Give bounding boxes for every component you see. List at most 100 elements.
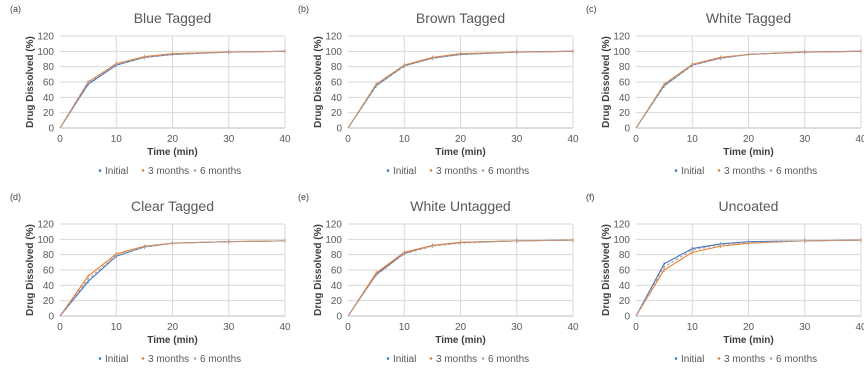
legend-marker <box>481 357 485 360</box>
chart-title: White Untagged <box>410 198 510 214</box>
y-tick-label: 20 <box>331 108 343 119</box>
x-tick-label: 30 <box>223 134 235 145</box>
x-tick-label: 10 <box>399 322 411 333</box>
legend-marker <box>674 169 678 172</box>
x-axis-title: Time (min) <box>147 335 197 346</box>
x-tick-label: 30 <box>511 134 523 145</box>
x-tick-label: 40 <box>855 322 864 333</box>
chart-title: White Tagged <box>706 10 791 26</box>
chart-title: Blue Tagged <box>134 10 212 26</box>
y-tick-label: 100 <box>37 47 54 58</box>
legend-marker <box>141 169 145 172</box>
legend-entry: 3 months <box>148 354 189 365</box>
legend-marker <box>674 357 678 360</box>
legend-entry: 6 months <box>488 166 529 177</box>
y-tick-label: 0 <box>624 312 630 323</box>
legend-marker <box>717 357 721 360</box>
y-tick-label: 120 <box>37 220 54 231</box>
legend-entry: 3 months <box>148 166 189 177</box>
x-tick-label: 10 <box>111 134 123 145</box>
panel-label: (e) <box>298 192 309 202</box>
x-tick-label: 40 <box>279 134 291 145</box>
y-axis-title: Drug Dissolved (%) <box>25 36 36 128</box>
legend-marker <box>717 169 721 172</box>
panel-label: (f) <box>586 192 595 202</box>
x-axis-title: Time (min) <box>147 147 197 158</box>
y-axis-title: Drug Dissolved (%) <box>25 224 36 316</box>
x-tick-label: 0 <box>633 134 639 145</box>
y-tick-label: 80 <box>619 62 631 73</box>
x-tick-label: 10 <box>111 322 123 333</box>
x-tick-label: 0 <box>57 322 63 333</box>
legend-entry: 6 months <box>776 166 817 177</box>
x-tick-label: 10 <box>687 134 699 145</box>
legend-marker <box>386 357 390 360</box>
y-axis-title: Drug Dissolved (%) <box>601 36 612 128</box>
legend-entry: Initial <box>105 354 128 365</box>
chart-panel-1: (a) Blue Tagged 0 20 40 60 80 100 120 0 10 20 30 40 Ti… <box>10 4 291 177</box>
y-tick-label: 60 <box>43 78 55 89</box>
x-tick-label: 20 <box>743 322 755 333</box>
y-tick-label: 20 <box>619 108 631 119</box>
y-axis-title: Drug Dissolved (%) <box>313 36 324 128</box>
chart-title: Uncoated <box>719 198 779 214</box>
legend-entry: 6 months <box>488 354 529 365</box>
legend-entry: Initial <box>681 354 704 365</box>
x-tick-label: 20 <box>167 134 179 145</box>
x-tick-label: 10 <box>399 134 411 145</box>
y-tick-label: 40 <box>331 281 343 292</box>
x-axis-title: Time (min) <box>723 147 773 158</box>
legend-marker <box>429 169 433 172</box>
legend-entry: 3 months <box>724 166 765 177</box>
x-tick-label: 20 <box>455 134 467 145</box>
legend-marker <box>98 357 102 360</box>
x-tick-label: 30 <box>799 134 811 145</box>
x-tick-label: 20 <box>455 322 467 333</box>
legend-marker <box>481 169 485 172</box>
legend-entry: 3 months <box>436 166 477 177</box>
y-tick-label: 40 <box>619 281 631 292</box>
legend-marker <box>769 357 773 360</box>
y-tick-label: 80 <box>331 62 343 73</box>
y-tick-label: 20 <box>43 108 55 119</box>
chart-panel-3: (c) White Tagged 0 20 40 60 80 100 120 0 10 20 30 40 T… <box>586 4 864 177</box>
legend-marker <box>429 357 433 360</box>
y-tick-label: 0 <box>336 312 342 323</box>
x-tick-label: 0 <box>57 134 63 145</box>
y-tick-label: 0 <box>624 124 630 135</box>
panel-label: (a) <box>10 4 21 14</box>
y-tick-label: 120 <box>37 32 54 43</box>
y-tick-label: 20 <box>619 296 631 307</box>
chart-panel-6: (f) Uncoated 0 20 40 60 80 100 120 0 10 20 30 40 Time … <box>586 192 864 365</box>
legend-marker <box>98 169 102 172</box>
y-tick-label: 80 <box>43 250 55 261</box>
legend-marker <box>193 357 197 360</box>
y-tick-label: 0 <box>48 124 54 135</box>
y-tick-label: 100 <box>613 235 630 246</box>
legend-entry: 3 months <box>436 354 477 365</box>
legend-entry: Initial <box>393 166 416 177</box>
y-tick-label: 60 <box>331 78 343 89</box>
y-tick-label: 40 <box>619 93 631 104</box>
panel-label: (d) <box>10 192 21 202</box>
y-tick-label: 60 <box>619 266 631 277</box>
chart-title: Brown Tagged <box>416 10 505 26</box>
y-tick-label: 20 <box>331 296 343 307</box>
legend-marker <box>386 169 390 172</box>
y-tick-label: 40 <box>43 281 55 292</box>
y-tick-label: 100 <box>325 47 342 58</box>
y-tick-label: 60 <box>331 266 343 277</box>
x-tick-label: 40 <box>567 134 579 145</box>
y-tick-label: 80 <box>619 250 631 261</box>
x-tick-label: 0 <box>633 322 639 333</box>
y-tick-label: 60 <box>619 78 631 89</box>
legend-entry: Initial <box>681 166 704 177</box>
y-tick-label: 0 <box>48 312 54 323</box>
panel-label: (c) <box>586 4 597 14</box>
y-tick-label: 120 <box>613 32 630 43</box>
y-tick-label: 120 <box>325 32 342 43</box>
chart-title: Clear Tagged <box>131 198 214 214</box>
legend-entry: 3 months <box>724 354 765 365</box>
x-tick-label: 40 <box>567 322 579 333</box>
